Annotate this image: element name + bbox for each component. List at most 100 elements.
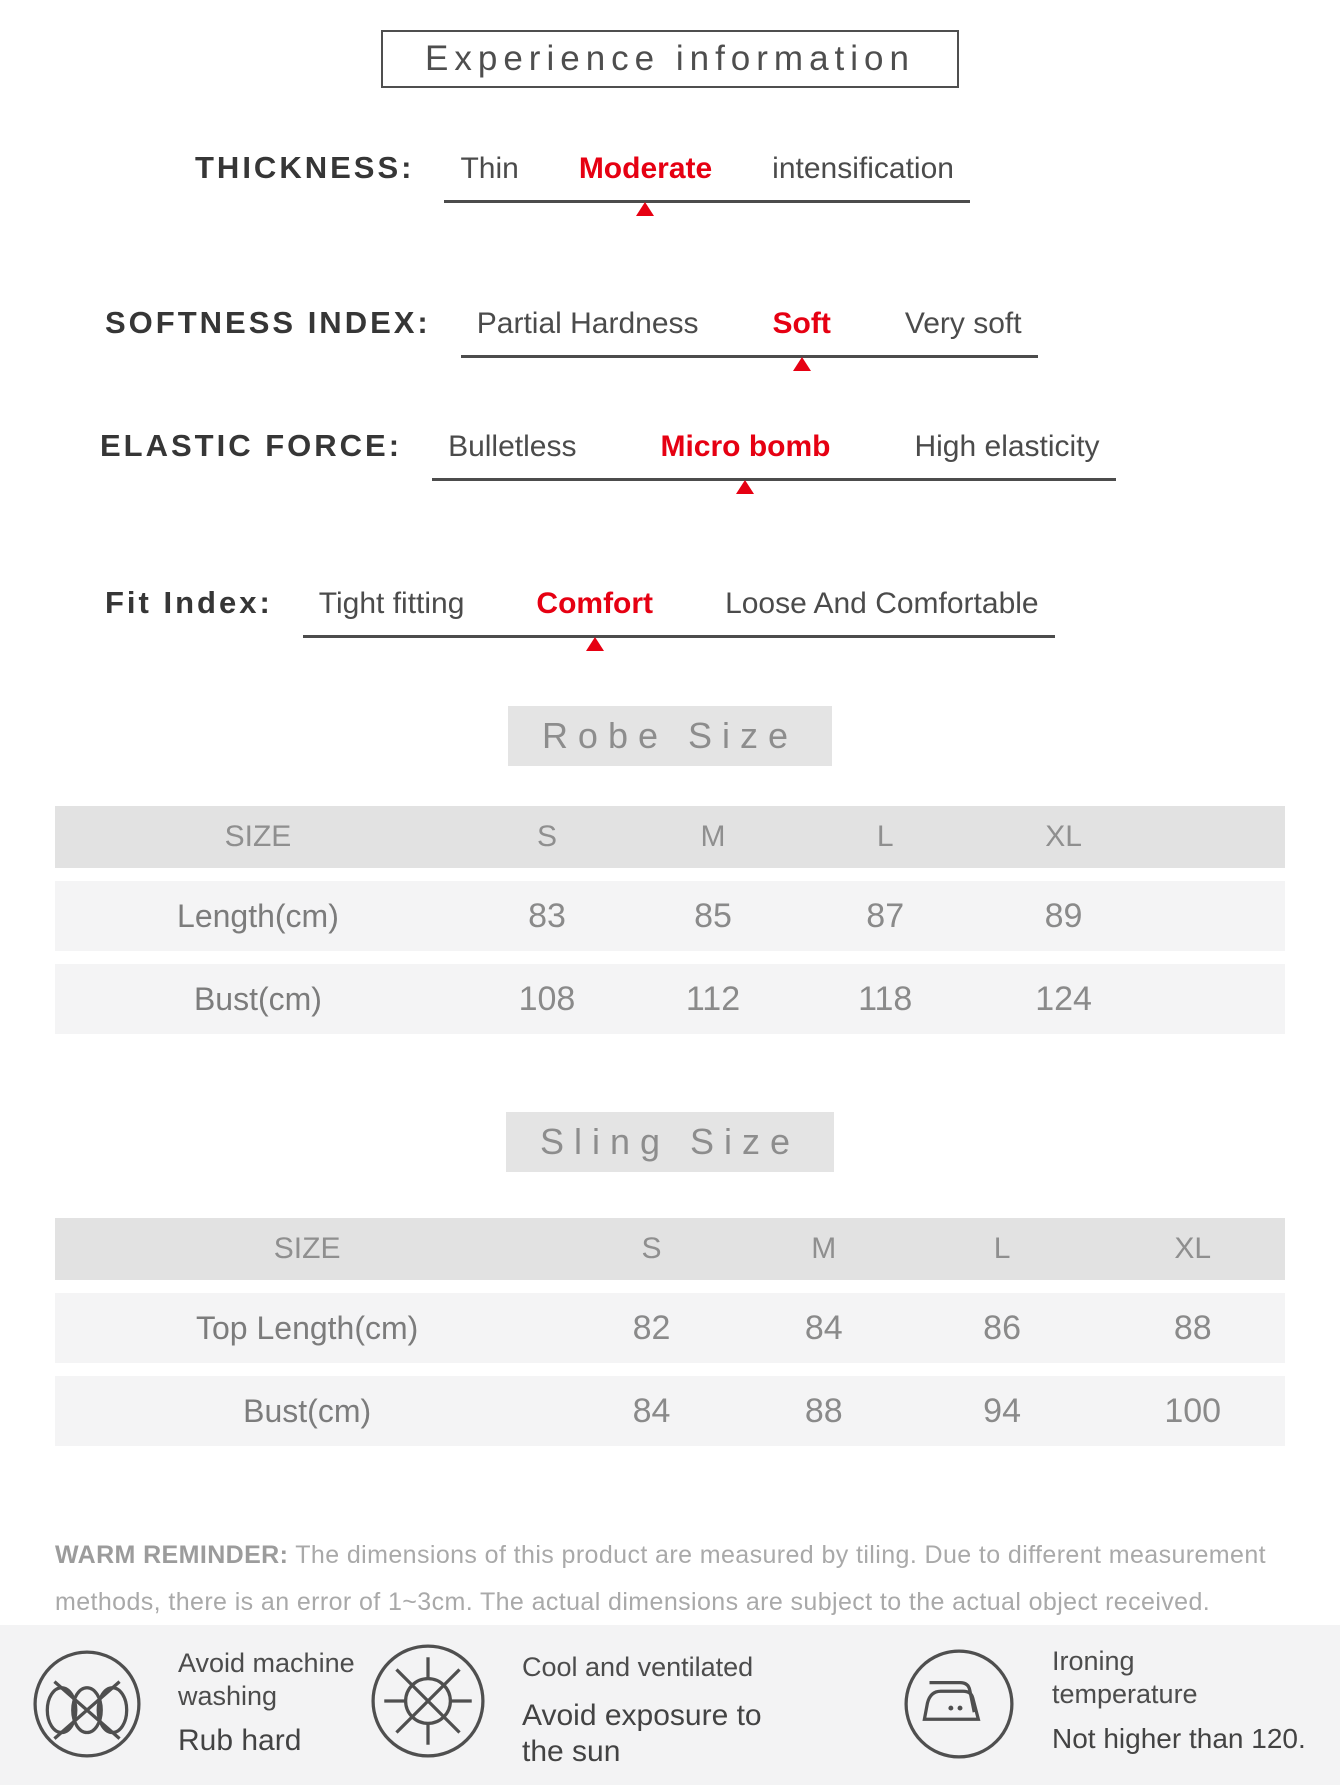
- option-soft: Soft: [772, 307, 831, 371]
- table-row: Bust(cm) 108 112 118 124: [55, 964, 1285, 1034]
- col-header-size: SIZE: [224, 820, 292, 853]
- elastic-scale: Bulletless Micro bomb High elasticity: [432, 428, 1116, 494]
- care-text: Ironing temperature Not higher than 120.: [1052, 1645, 1306, 1763]
- option-label: Very soft: [904, 307, 1022, 340]
- option-label: Micro bomb: [660, 430, 831, 463]
- no-machine-wash-icon: [30, 1647, 144, 1761]
- warm-reminder: WARM REMINDER: The dimensions of this pr…: [55, 1532, 1295, 1626]
- care-item-sun-exposure: Cool and ventilated Avoid exposure to th…: [368, 1641, 782, 1770]
- col-header-s: S: [536, 820, 557, 853]
- sling-size-table: SIZE S M L XL Top Length(cm) 82 84 86 88…: [55, 1218, 1285, 1446]
- care-line1: Cool and ventilated: [522, 1652, 754, 1682]
- cell-value: 118: [858, 979, 913, 1018]
- cell-value: 89: [1044, 896, 1083, 935]
- care-instructions-band: Avoid machine washing Rub hard Cool and …: [0, 1625, 1340, 1785]
- selected-marker-icon: [585, 637, 604, 651]
- col-header-m: M: [811, 1232, 837, 1265]
- cell-value: 112: [685, 979, 741, 1018]
- care-line1: Avoid machine washing: [178, 1648, 355, 1711]
- option-label: Loose And Comfortable: [725, 587, 1039, 620]
- option-label: Thin: [460, 152, 519, 185]
- option-comfort: Comfort: [536, 587, 654, 651]
- warm-reminder-label: WARM REMINDER:: [55, 1541, 289, 1569]
- row-label: Length(cm): [177, 897, 339, 934]
- cell-value: 83: [528, 896, 566, 935]
- cell-value: 87: [866, 896, 905, 935]
- care-item-machine-wash: Avoid machine washing Rub hard: [30, 1647, 388, 1761]
- softness-scale: Partial Hardness Soft Very soft: [460, 305, 1038, 371]
- selected-marker-icon: [736, 480, 755, 494]
- col-header-l: L: [876, 820, 894, 853]
- option-label: intensification: [772, 152, 954, 185]
- iron-icon: [900, 1645, 1018, 1763]
- thickness-label: THICKNESS:: [195, 150, 415, 185]
- option-intensification: intensification: [772, 152, 954, 186]
- cell-value: 100: [1164, 1391, 1222, 1430]
- option-label: Partial Hardness: [476, 307, 699, 340]
- robe-table-header: SIZE S M L XL: [55, 806, 1285, 868]
- elastic-row: ELASTIC FORCE: Bulletless Micro bomb Hig…: [100, 428, 1116, 494]
- cell-value: 124: [1035, 979, 1092, 1018]
- col-header-s: S: [641, 1232, 662, 1265]
- softness-row: SOFTNESS INDEX: Partial Hardness Soft Ve…: [105, 305, 1038, 371]
- option-label: High elasticity: [914, 430, 1100, 463]
- elastic-label: ELASTIC FORCE:: [100, 428, 403, 463]
- selected-marker-icon: [636, 202, 655, 216]
- no-sun-exposure-icon: [368, 1641, 488, 1770]
- cell-value: 94: [983, 1391, 1021, 1430]
- cell-value: 84: [632, 1391, 671, 1430]
- col-header-m: M: [700, 820, 726, 853]
- care-line1: Ironing temperature: [1052, 1646, 1198, 1709]
- option-micro-bomb: Micro bomb: [660, 430, 831, 494]
- cell-value: 86: [983, 1308, 1021, 1347]
- robe-size-heading: Robe Size: [507, 706, 833, 766]
- selected-marker-icon: [792, 357, 811, 371]
- cell-value: 82: [632, 1308, 671, 1347]
- col-header-l: L: [993, 1232, 1011, 1265]
- option-very-soft: Very soft: [905, 307, 1022, 341]
- option-label: Comfort: [536, 587, 654, 620]
- row-label: Bust(cm): [243, 1392, 372, 1429]
- row-label: Bust(cm): [193, 980, 322, 1017]
- thickness-scale: Thin Moderate intensification: [444, 150, 970, 216]
- option-label: Moderate: [578, 152, 713, 185]
- option-loose-comfortable: Loose And Comfortable: [725, 587, 1039, 621]
- option-label: Bulletless: [448, 430, 577, 463]
- option-high-elasticity: High elasticity: [914, 430, 1099, 464]
- fit-label: Fit Index:: [105, 585, 273, 620]
- care-item-ironing: Ironing temperature Not higher than 120.: [900, 1645, 1306, 1763]
- option-thin: Thin: [460, 152, 518, 186]
- fit-row: Fit Index: Tight fitting Comfort Loose A…: [105, 585, 1055, 651]
- sling-size-heading-wrap: Sling Size: [0, 1112, 1340, 1172]
- table-row: Length(cm) 83 85 87 89: [55, 881, 1285, 951]
- cell-value: 84: [804, 1308, 843, 1347]
- option-partial-hardness: Partial Hardness: [477, 307, 699, 341]
- option-bulletless: Bulletless: [448, 430, 576, 464]
- page-title: Experience information: [381, 30, 959, 88]
- option-tight-fitting: Tight fitting: [319, 587, 465, 621]
- cell-value: 88: [804, 1391, 843, 1430]
- option-moderate: Moderate: [578, 152, 713, 216]
- row-label: Top Length(cm): [195, 1309, 419, 1346]
- col-header-size: SIZE: [273, 1232, 341, 1265]
- cell-value: 88: [1173, 1308, 1212, 1347]
- softness-label: SOFTNESS INDEX:: [105, 305, 431, 340]
- robe-size-heading-wrap: Robe Size: [0, 706, 1340, 766]
- robe-size-table: SIZE S M L XL Length(cm) 83 85 87 89 Bus…: [55, 806, 1285, 1034]
- col-header-xl: XL: [1174, 1232, 1212, 1265]
- sling-size-heading: Sling Size: [505, 1112, 835, 1172]
- care-line2: Not higher than 120.: [1052, 1723, 1306, 1754]
- care-line2: Avoid exposure to the sun: [522, 1699, 762, 1768]
- table-row: Top Length(cm) 82 84 86 88: [55, 1293, 1285, 1363]
- table-row: Bust(cm) 84 88 94 100: [55, 1376, 1285, 1446]
- thickness-row: THICKNESS: Thin Moderate intensification: [195, 150, 970, 216]
- care-text: Cool and ventilated Avoid exposure to th…: [522, 1641, 782, 1770]
- option-label: Tight fitting: [318, 587, 465, 620]
- cell-value: 85: [694, 896, 732, 935]
- fit-scale: Tight fitting Comfort Loose And Comforta…: [302, 585, 1055, 651]
- care-line2: Rub hard: [178, 1724, 302, 1757]
- warm-reminder-text: The dimensions of this product are measu…: [55, 1541, 1266, 1616]
- cell-value: 108: [518, 979, 576, 1018]
- option-label: Soft: [772, 307, 831, 340]
- sling-table-header: SIZE S M L XL: [55, 1218, 1285, 1280]
